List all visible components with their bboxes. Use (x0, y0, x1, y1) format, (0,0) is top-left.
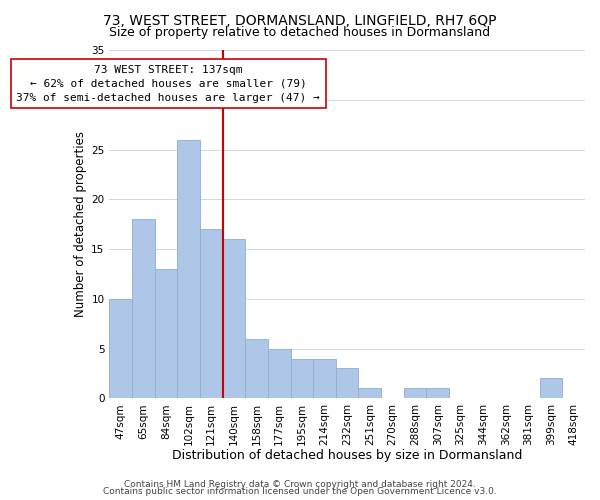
Bar (200, 229, 223, 398)
Bar (177, 140, 200, 398)
Bar (109, 299, 132, 398)
Bar (290, 358, 313, 399)
Bar (223, 239, 245, 398)
Text: Contains public sector information licensed under the Open Government Licence v3: Contains public sector information licen… (103, 487, 497, 496)
Bar (313, 358, 336, 399)
Text: 73, WEST STREET, DORMANSLAND, LINGFIELD, RH7 6QP: 73, WEST STREET, DORMANSLAND, LINGFIELD,… (103, 14, 497, 28)
Bar (539, 378, 562, 398)
Bar (358, 388, 381, 398)
Text: Size of property relative to detached houses in Dormansland: Size of property relative to detached ho… (109, 26, 491, 39)
Bar (245, 338, 268, 398)
Bar (155, 269, 177, 398)
Bar (132, 219, 155, 398)
Bar (268, 348, 290, 399)
Bar (427, 388, 449, 398)
Y-axis label: Number of detached properties: Number of detached properties (74, 131, 87, 317)
Bar (336, 368, 358, 398)
Text: Contains HM Land Registry data © Crown copyright and database right 2024.: Contains HM Land Registry data © Crown c… (124, 480, 476, 489)
Bar (404, 388, 427, 398)
X-axis label: Distribution of detached houses by size in Dormansland: Distribution of detached houses by size … (172, 450, 523, 462)
Text: 73 WEST STREET: 137sqm
← 62% of detached houses are smaller (79)
37% of semi-det: 73 WEST STREET: 137sqm ← 62% of detached… (16, 65, 320, 103)
